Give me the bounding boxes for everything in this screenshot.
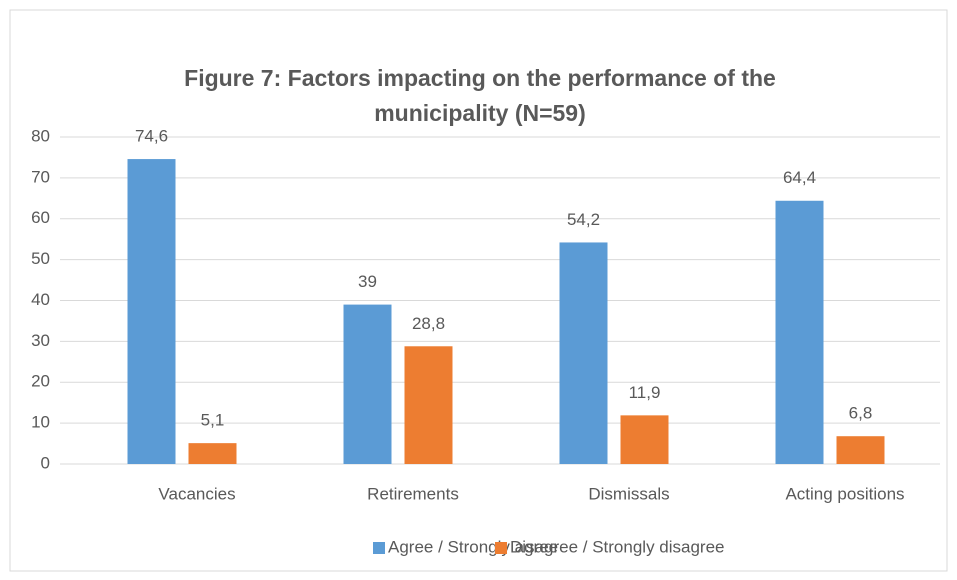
bar [343, 304, 392, 464]
y-tick-label: 50 [31, 249, 50, 268]
legend-swatch [373, 542, 385, 554]
x-tick-label: Dismissals [588, 484, 669, 503]
legend-swatch [495, 542, 507, 554]
y-tick-label: 0 [41, 453, 50, 472]
value-label: 54,2 [567, 210, 600, 229]
x-tick-label: Acting positions [785, 484, 904, 503]
legend-label: Agree / Strongly agree [388, 537, 558, 556]
y-tick-label: 80 [31, 126, 50, 145]
value-label: 39 [358, 272, 377, 291]
value-label: 11,9 [629, 383, 661, 402]
value-label: 64,4 [783, 168, 816, 187]
value-label: 74,6 [135, 127, 168, 146]
bar [188, 443, 237, 464]
x-tick-label: Retirements [367, 484, 459, 503]
x-tick-label: Vacancies [158, 484, 235, 503]
chart-title: municipality (N=59) [374, 100, 586, 126]
bar [559, 242, 608, 464]
bar [775, 200, 824, 464]
y-tick-label: 60 [31, 208, 50, 227]
value-label: 28,8 [412, 314, 445, 333]
legend-label: Disagree / Strongly disagree [510, 537, 725, 556]
y-tick-label: 10 [31, 413, 50, 432]
bar [620, 415, 669, 464]
y-tick-label: 70 [31, 167, 50, 186]
y-tick-label: 40 [31, 290, 50, 309]
y-tick-label: 30 [31, 331, 50, 350]
chart-title: Figure 7: Factors impacting on the perfo… [184, 65, 776, 91]
value-label: 6,8 [849, 404, 873, 423]
bar [836, 436, 885, 464]
bar [127, 159, 176, 464]
y-tick-label: 20 [31, 372, 50, 391]
value-label: 5,1 [201, 411, 225, 430]
bar [404, 346, 453, 464]
